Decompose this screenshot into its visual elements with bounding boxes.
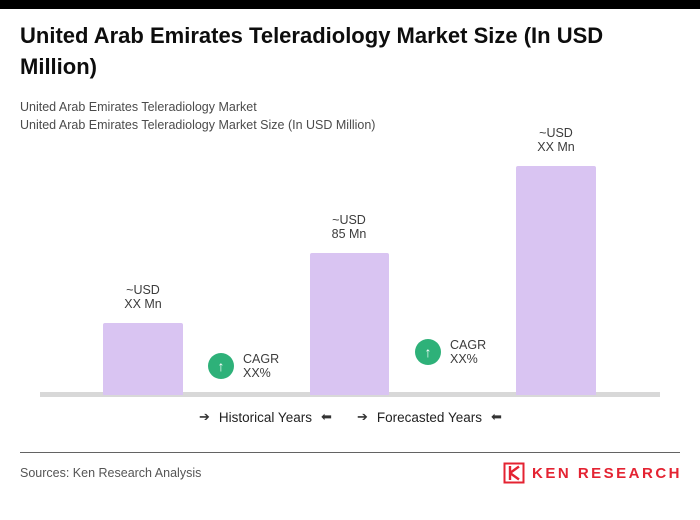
cagr-label: CAGR xyxy=(450,338,487,352)
growth-up-arrow-icon: ↑ xyxy=(415,339,441,365)
bar-value-label-2: ~USD 85 Mn xyxy=(279,213,419,241)
legend-forecasted-label: Forecasted Years xyxy=(376,409,482,425)
bar-value-label-3-line1: ~USD xyxy=(539,126,573,140)
sources-text: Sources: Ken Research Analysis xyxy=(20,466,202,480)
cagr-value: XX% xyxy=(243,366,271,380)
bar-forecast-year xyxy=(516,166,596,395)
ken-research-logo-text: KEN RESEARCH xyxy=(531,464,682,482)
page-title: United Arab Emirates Teleradiology Marke… xyxy=(20,23,604,79)
bar-value-label-1-line2: XX Mn xyxy=(124,297,162,311)
up-arrow-glyph: ↑ xyxy=(217,358,225,374)
cagr-text-forecast: CAGR XX% xyxy=(450,338,486,366)
legend-forecasted-years: ➔ Forecasted Years ⬅ xyxy=(357,409,502,425)
chart-subtitle-2: United Arab Emirates Teleradiology Marke… xyxy=(20,118,376,132)
bar-historical-year xyxy=(103,323,183,395)
arrow-left-icon: ⬅ xyxy=(490,409,502,424)
growth-up-arrow-icon: ↑ xyxy=(208,353,234,379)
bar-value-label-2-line2: 85 Mn xyxy=(331,227,367,241)
arrow-right-icon: ➔ xyxy=(357,409,368,424)
top-accent-bar xyxy=(0,0,700,9)
ken-research-logo: KEN RESEARCH xyxy=(503,462,682,484)
bar-chart: ~USD XX Mn ~USD 85 Mn ~USD XX Mn ↑ CAGR … xyxy=(0,118,700,397)
bar-value-label-1-line1: ~USD xyxy=(126,283,160,297)
bar-value-label-3: ~USD XX Mn xyxy=(486,126,626,154)
up-arrow-glyph: ↑ xyxy=(424,344,432,360)
footer-divider xyxy=(20,452,680,453)
bar-value-label-2-line1: ~USD xyxy=(332,213,366,227)
cagr-label: CAGR xyxy=(243,352,280,366)
arrow-right-icon: ➔ xyxy=(199,409,210,424)
cagr-value: XX% xyxy=(450,352,478,366)
legend-historical-label: Historical Years xyxy=(218,409,312,425)
ken-research-logo-icon xyxy=(503,462,525,484)
bar-base-year xyxy=(310,253,389,395)
bar-value-label-3-line2: XX Mn xyxy=(537,140,575,154)
chart-subtitle-1: United Arab Emirates Teleradiology Marke… xyxy=(20,100,257,114)
cagr-badge-historical: ↑ CAGR XX% xyxy=(208,352,279,380)
legend-historical-years: ➔ Historical Years ⬅ xyxy=(199,409,332,425)
bar-value-label-1: ~USD XX Mn xyxy=(73,283,213,311)
cagr-badge-forecast: ↑ CAGR XX% xyxy=(415,338,486,366)
cagr-text-historical: CAGR XX% xyxy=(243,352,279,380)
arrow-left-icon: ⬅ xyxy=(320,409,332,424)
